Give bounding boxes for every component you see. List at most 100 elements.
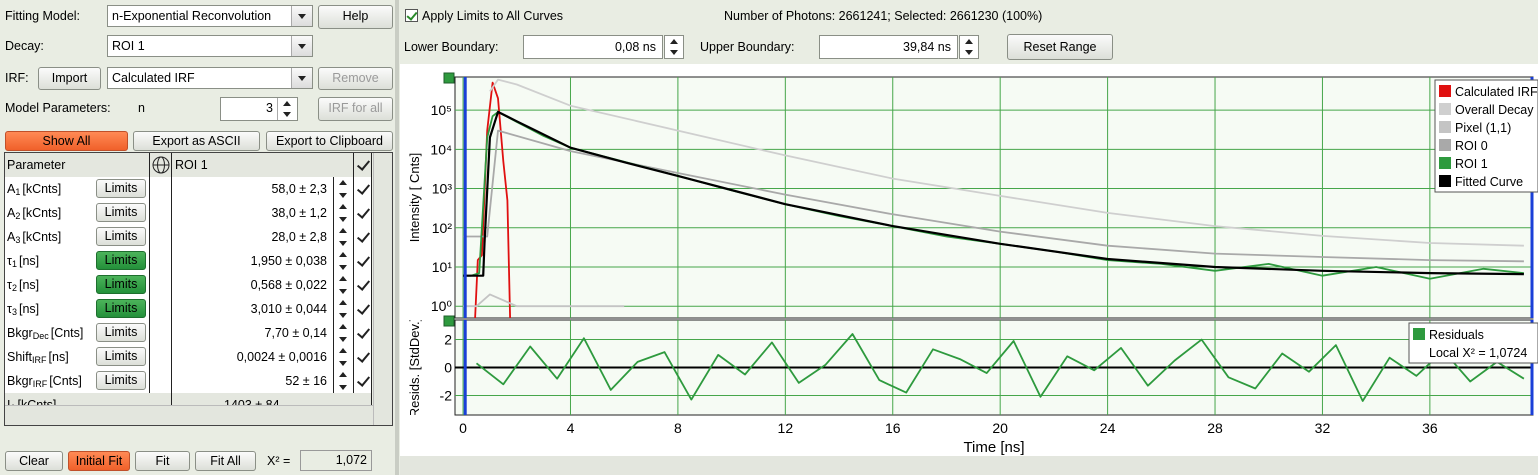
limits-button[interactable]: Limits (96, 371, 146, 390)
upper-boundary-input[interactable]: 39,84 ns (819, 35, 958, 59)
fix-check[interactable] (354, 225, 372, 249)
fit-button[interactable]: Fit (135, 451, 190, 471)
limits-button[interactable]: Limits (96, 275, 146, 294)
fit-all-button[interactable]: Fit All (195, 451, 256, 471)
check-icon (356, 253, 371, 267)
photon-count: Number of Photons: 2661241; Selected: 26… (724, 9, 1043, 23)
clear-button[interactable]: Clear (5, 451, 63, 471)
data-line (475, 333, 1525, 402)
legend-box (1408, 322, 1538, 364)
label: Model Parameters: (5, 101, 111, 115)
apply-limits-checkbox[interactable] (405, 9, 418, 22)
name-unit: [ns] (18, 254, 40, 268)
n-spinbox[interactable]: 3 (220, 97, 298, 121)
dropdown-arrow[interactable] (291, 6, 312, 26)
fix-check[interactable] (354, 177, 372, 201)
remove-button[interactable]: Remove (318, 67, 393, 90)
spin-arrows[interactable] (277, 98, 296, 120)
horizontal-scrollbar[interactable] (5, 405, 373, 425)
spin-arrows[interactable] (334, 345, 352, 369)
help-button[interactable]: Help (318, 5, 393, 29)
value-spin[interactable] (334, 297, 354, 321)
fix-check[interactable] (354, 249, 372, 273)
show-all-button[interactable]: Show All (5, 131, 128, 151)
fix-check[interactable] (354, 321, 372, 345)
check-icon (356, 373, 371, 387)
value-spin[interactable] (334, 249, 354, 273)
name-unit: [kCnts] (22, 206, 62, 220)
dropdown-arrow[interactable] (291, 68, 312, 88)
upper-spin[interactable] (959, 35, 979, 59)
parameter-name: A1 [kCnts] (5, 177, 150, 201)
limits-button[interactable]: Limits (96, 251, 146, 270)
check-icon (356, 229, 371, 243)
name-base: A (7, 206, 16, 220)
series-group (475, 333, 1525, 402)
spin-arrows[interactable] (334, 249, 352, 273)
lower-boundary-input[interactable]: 0,08 ns (523, 35, 663, 59)
value-spin[interactable] (334, 273, 354, 297)
parameter-value: 0,568 ± 0,022 (172, 273, 334, 297)
spin-arrows[interactable] (334, 321, 352, 345)
chart-scrollbar[interactable] (400, 456, 1538, 475)
export-ascii-button[interactable]: Export as ASCII (133, 131, 260, 151)
check-icon (356, 277, 371, 291)
fix-check[interactable] (354, 297, 372, 321)
spin-arrows[interactable] (960, 36, 978, 58)
splitter[interactable] (395, 0, 399, 475)
initial-fit-button[interactable]: Initial Fit (68, 451, 130, 471)
table-row: τ1 [ns] Limits 1,950 ± 0,038 (5, 249, 372, 274)
spin-arrows[interactable] (334, 177, 352, 201)
input-text: 0,08 ns (614, 40, 656, 54)
limits-button[interactable]: Limits (96, 299, 146, 318)
limits-button[interactable]: Limits (96, 323, 146, 342)
x-axis-title: Time [ns] (963, 439, 1024, 456)
label: Decay: (5, 39, 44, 53)
value-spin[interactable] (334, 225, 354, 249)
spin-arrows[interactable] (665, 36, 683, 58)
parameter-name: A3 [kCnts] (5, 225, 150, 249)
spin-arrows[interactable] (334, 201, 352, 225)
value-spin[interactable] (334, 345, 354, 369)
irf-for-all-button[interactable]: IRF for all (318, 97, 393, 121)
parameter-name: A2 [kCnts] (5, 201, 150, 225)
fix-check[interactable] (354, 273, 372, 297)
irf-combo[interactable]: Calculated IRF (107, 67, 313, 89)
y-tick-label: 2 (444, 332, 452, 348)
spin-arrows[interactable] (334, 297, 352, 321)
legend-swatch (1439, 85, 1451, 97)
export-clipboard-button[interactable]: Export to Clipboard (266, 131, 393, 151)
table-row: A1 [kCnts] Limits 58,0 ± 2,3 (5, 177, 372, 202)
fix-check[interactable] (354, 201, 372, 225)
label: Upper Boundary: (700, 40, 795, 54)
value-spin[interactable] (334, 177, 354, 201)
legend-swatch (1439, 103, 1451, 115)
vertical-scrollbar[interactable] (373, 153, 392, 425)
legend-label: Overall Decay (1455, 103, 1534, 117)
name-sub: 3 (15, 235, 21, 245)
spin-arrows[interactable] (334, 369, 352, 393)
dropdown-arrow[interactable] (291, 36, 312, 56)
limits-button[interactable]: Limits (96, 179, 146, 198)
spin-arrows[interactable] (334, 273, 352, 297)
value-spin[interactable] (334, 369, 354, 393)
fix-check[interactable] (354, 345, 372, 369)
axis-handle (443, 72, 455, 84)
spin-arrows[interactable] (334, 225, 352, 249)
value-spin[interactable] (334, 321, 354, 345)
lower-spin[interactable] (664, 35, 684, 59)
check-cell[interactable] (354, 153, 372, 177)
value-spin[interactable] (334, 201, 354, 225)
import-button[interactable]: Import (38, 67, 101, 90)
parameter-name: BkgrIRF [Cnts] (5, 369, 150, 393)
fix-check[interactable] (354, 369, 372, 393)
limits-button[interactable]: Limits (96, 203, 146, 222)
limits-button[interactable]: Limits (96, 347, 146, 366)
fitting-model-combo[interactable]: n-Exponential Reconvolution (107, 5, 313, 27)
limits-button[interactable]: Limits (96, 227, 146, 246)
legend-note: Local Χ² = 1,0724 (1429, 346, 1527, 360)
name-base: τ (7, 302, 12, 316)
decay-combo[interactable]: ROI 1 (107, 35, 313, 57)
reset-range-button[interactable]: Reset Range (1007, 34, 1113, 60)
label: Fitting Model: (5, 9, 81, 23)
